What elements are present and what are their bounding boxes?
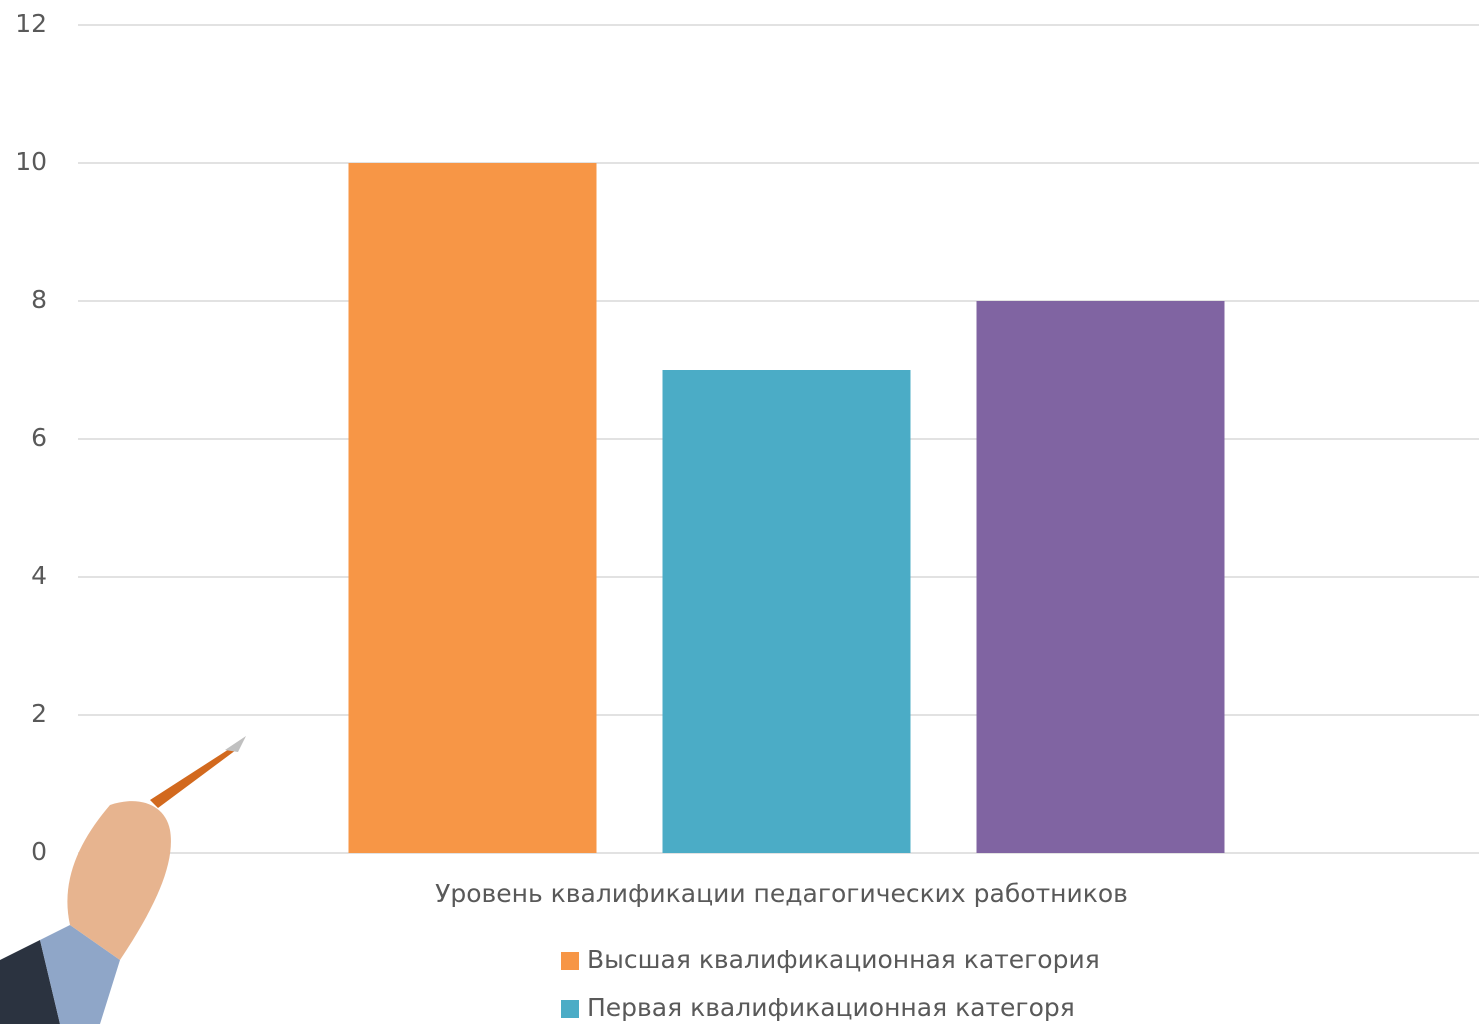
y-tick-label: 8 xyxy=(31,285,47,314)
bar xyxy=(662,370,911,853)
y-tick-label: 2 xyxy=(31,699,47,728)
y-tick-label: 0 xyxy=(31,837,47,866)
y-tick-label: 6 xyxy=(31,423,47,452)
legend-swatch xyxy=(561,1000,579,1018)
x-tick-label: Уровень квалификации педагогических рабо… xyxy=(435,879,1128,908)
legend-swatch xyxy=(561,952,579,970)
legend-label: Высшая квалификационная категория xyxy=(587,945,1100,974)
legend-label: Первая квалификационная категоря xyxy=(587,993,1075,1022)
hand-with-pen xyxy=(0,736,246,1024)
bar xyxy=(348,163,597,853)
bar xyxy=(976,301,1225,853)
y-tick-label: 4 xyxy=(31,561,47,590)
y-tick-label: 12 xyxy=(15,9,47,38)
y-tick-label: 10 xyxy=(15,147,47,176)
